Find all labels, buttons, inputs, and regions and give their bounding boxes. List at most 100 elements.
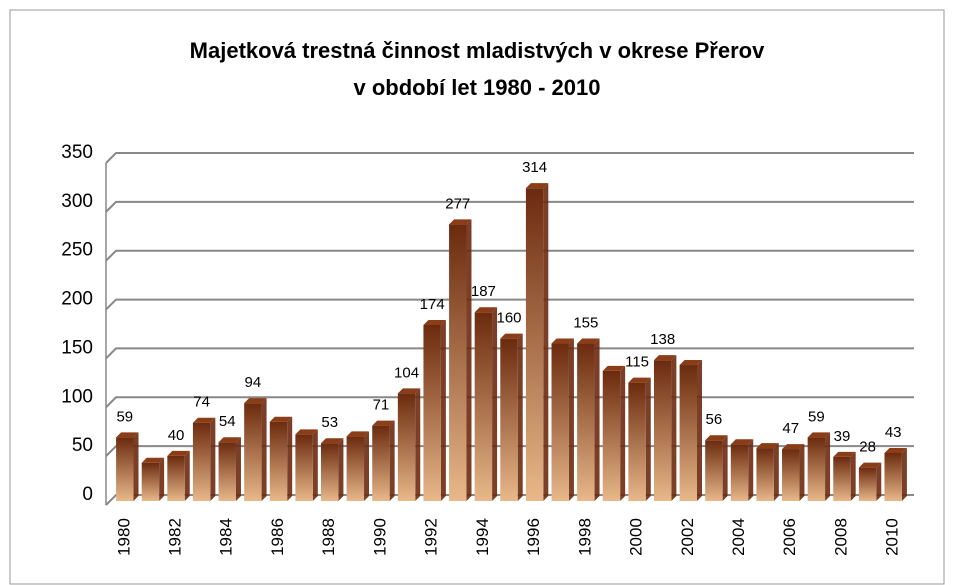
bar	[782, 444, 805, 501]
bar	[116, 432, 139, 501]
x-tick-label: 2000	[627, 518, 646, 556]
bar-side	[389, 420, 395, 501]
bar-side	[517, 333, 523, 501]
value-label: 74	[193, 394, 210, 411]
bar-top	[269, 416, 293, 422]
bar-front	[244, 403, 262, 501]
grid-line	[105, 298, 914, 311]
value-label: 155	[573, 315, 598, 332]
bar-front	[525, 188, 544, 502]
value-label: 174	[420, 296, 445, 313]
bar-top	[244, 398, 267, 404]
bar-side	[159, 457, 165, 501]
bar-side	[799, 444, 805, 501]
bar-side	[901, 447, 907, 501]
bar	[474, 307, 498, 501]
grid-line	[105, 200, 914, 213]
bar-front	[807, 437, 826, 501]
bar-top	[141, 457, 165, 463]
bar-top	[346, 431, 370, 437]
bar-side	[133, 432, 139, 501]
bar-front	[346, 436, 365, 501]
bar-top	[218, 437, 241, 443]
value-label: 187	[471, 283, 496, 300]
bar	[602, 365, 626, 501]
bar-front	[679, 365, 697, 501]
value-label: 138	[650, 331, 675, 348]
bar-front	[321, 443, 339, 501]
grid-line	[105, 249, 914, 262]
value-label: 54	[219, 413, 236, 430]
x-tick-label: 1996	[524, 518, 543, 556]
x-tick-label: 1990	[370, 518, 389, 556]
bar	[218, 437, 241, 501]
bar-front	[397, 393, 416, 501]
bar-top	[705, 435, 728, 441]
bar-front	[500, 338, 518, 501]
bar-side	[645, 377, 651, 501]
y-tick-label: 150	[61, 337, 93, 358]
bar-top	[525, 183, 549, 189]
bar-side	[261, 398, 267, 501]
bar	[730, 439, 754, 501]
bar-side	[620, 365, 626, 501]
x-tick-label: 1986	[268, 518, 287, 556]
bar-front	[141, 462, 160, 501]
bar-front	[116, 437, 134, 501]
bar-top	[602, 365, 626, 371]
bar-top	[858, 462, 882, 468]
bar-front	[295, 434, 313, 501]
y-tick-label: 250	[61, 240, 93, 261]
bar-top	[474, 307, 498, 313]
bar-front	[449, 224, 467, 501]
bar-front	[705, 440, 723, 501]
x-tick-label: 1988	[319, 518, 338, 556]
bar	[295, 429, 318, 501]
bar-front	[782, 449, 800, 501]
bar	[244, 398, 267, 501]
bar-top	[295, 429, 318, 435]
bar-side	[210, 417, 216, 501]
bar-top	[679, 360, 702, 366]
bar-side	[492, 307, 498, 501]
bar-top	[730, 439, 754, 445]
x-tick-label: 2006	[780, 518, 799, 556]
x-tick-label: 1984	[217, 518, 236, 556]
bar-front	[218, 442, 236, 501]
bar-front	[577, 343, 595, 501]
bar-front	[730, 444, 749, 501]
bar-top	[653, 355, 677, 361]
value-label: 39	[834, 428, 851, 445]
bar-front	[833, 456, 851, 501]
grid-line	[105, 347, 914, 360]
bar-front	[167, 455, 185, 501]
x-tick-label: 1980	[114, 518, 133, 556]
grid-line	[105, 152, 914, 164]
bar	[500, 333, 523, 501]
bar	[858, 462, 882, 501]
bar-side	[594, 338, 600, 501]
x-tick-label: 1982	[166, 518, 185, 556]
value-label: 160	[496, 310, 521, 327]
value-label: 314	[522, 159, 547, 176]
x-tick-label: 1992	[422, 518, 441, 556]
bar-top	[167, 450, 190, 456]
bar-side	[748, 439, 754, 501]
bar-top	[756, 443, 779, 449]
bar	[269, 416, 293, 501]
bar-front	[474, 312, 493, 501]
bar-front	[884, 452, 902, 501]
bar-side	[568, 338, 574, 501]
bar-top	[833, 451, 856, 457]
y-tick-label: 350	[61, 142, 93, 163]
y-tick-label: 300	[61, 191, 93, 212]
value-label: 40	[168, 427, 185, 444]
bar	[192, 417, 216, 501]
x-tick-label: 2004	[729, 518, 748, 556]
bar-top	[884, 447, 907, 453]
bar	[577, 338, 600, 501]
value-label: 53	[321, 414, 338, 431]
bar-front	[269, 421, 288, 501]
bar-side	[696, 360, 702, 501]
